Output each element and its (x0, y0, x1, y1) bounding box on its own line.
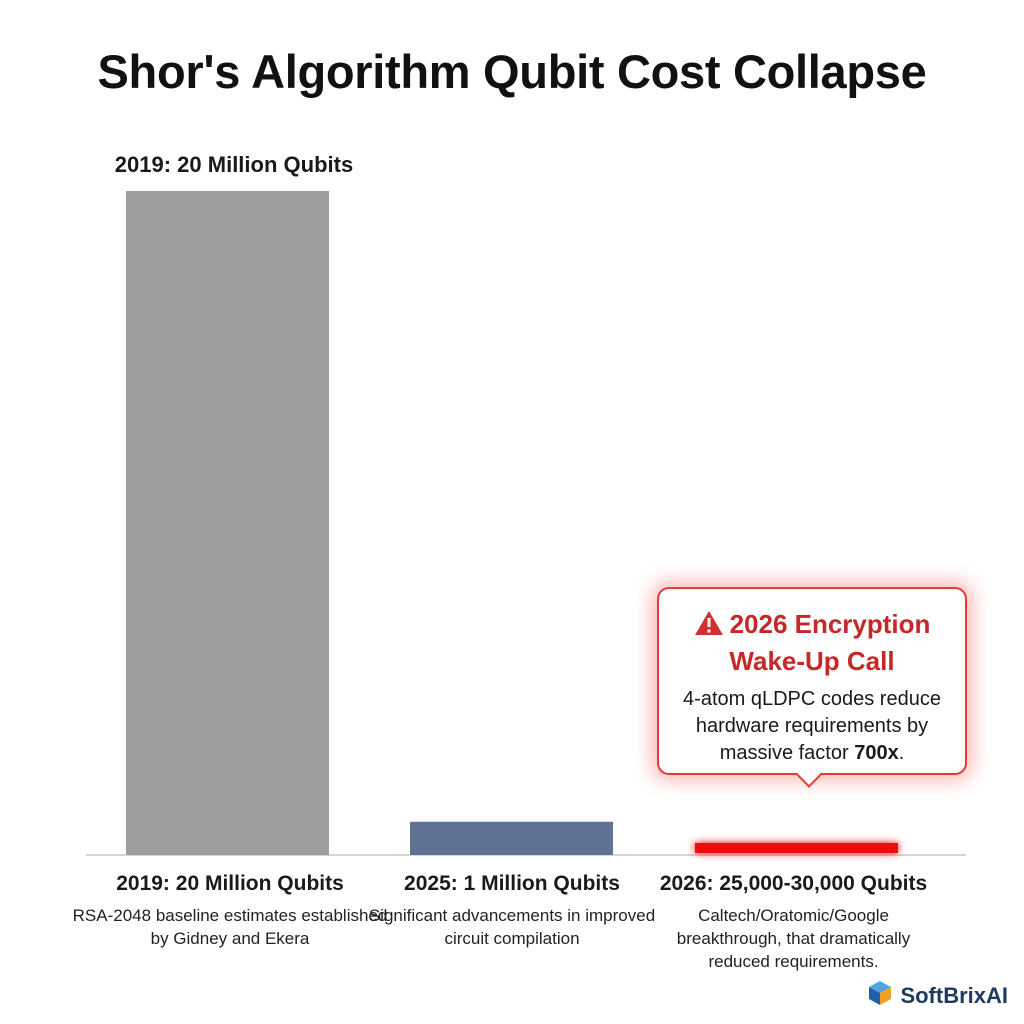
brand-logo: SoftBrixAI (866, 979, 1008, 1012)
callout-title-line2: Wake-Up Call (729, 646, 895, 676)
callout-body: 4-atom qLDPC codes reduce hardware requi… (659, 686, 965, 767)
chart-title: Shor's Algorithm Qubit Cost Collapse (97, 45, 927, 98)
category-label: 2019: 20 Million Qubits (116, 872, 344, 895)
category-block-2026: 2026: 25,000-30,000 Qubits Caltech/Orato… (636, 872, 951, 973)
annotation-callout: 2026 Encryption Wake-Up Call 4-atom qLDP… (657, 587, 967, 775)
bar-top-label: 2019: 20 Million Qubits (114, 152, 354, 177)
bars-group (126, 191, 898, 855)
category-block-2025: 2025: 1 Million Qubits Significant advan… (352, 872, 672, 950)
warning-triangle-icon (694, 610, 724, 644)
cube-logo-icon (866, 979, 894, 1012)
callout-body-end: . (898, 742, 905, 764)
category-block-2019: 2019: 20 Million Qubits RSA-2048 baselin… (70, 872, 390, 950)
callout-body-text: 4-atom qLDPC codes reduce hardware requi… (683, 688, 941, 764)
bar-1 (126, 191, 329, 855)
callout-title-line1: 2026 Encryption (729, 609, 931, 639)
brand-name: SoftBrixAI (900, 982, 1008, 1008)
bar-3 (695, 843, 898, 853)
category-label: 2025: 1 Million Qubits (404, 872, 620, 895)
callout-title: 2026 Encryption Wake-Up Call (659, 607, 965, 678)
bar-2 (410, 821, 613, 855)
category-description: Caltech/Oratomic/Google breakthrough, th… (676, 906, 911, 971)
category-description: RSA-2048 baseline estimates established … (72, 906, 388, 948)
category-description: Significant advancements in improved cir… (368, 906, 656, 948)
callout-body-highlight: 700x (854, 742, 899, 764)
category-label: 2026: 25,000-30,000 Qubits (659, 872, 928, 895)
